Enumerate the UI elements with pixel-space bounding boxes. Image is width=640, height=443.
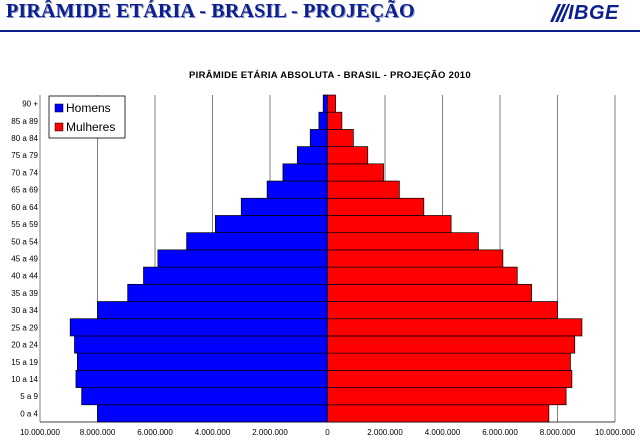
header-divider — [0, 30, 640, 32]
age-group-label: 25 a 29 — [11, 323, 38, 332]
age-group-label: 0 a 4 — [20, 409, 38, 418]
x-tick-label: 8.000.000 — [80, 428, 116, 437]
bar-mulheres — [327, 163, 384, 182]
bar-homens — [309, 129, 328, 147]
bar-mulheres — [327, 335, 576, 354]
bar-homens — [186, 232, 328, 251]
x-tick-label: 6.000.000 — [137, 428, 173, 437]
legend-label: Homens — [66, 101, 111, 115]
age-group-labels: 0 a 4 5 a 9 10 a 14 15 a 19 20 a 24 25 a 29 30… — [11, 100, 38, 419]
bar-homens — [97, 301, 328, 320]
bar-mulheres — [327, 215, 452, 234]
legend-swatch — [54, 103, 64, 113]
bar-mulheres — [327, 266, 518, 285]
age-group-label: 75 a 79 — [11, 151, 38, 160]
age-group-label: 40 a 44 — [11, 272, 38, 281]
bar-mulheres — [327, 180, 400, 199]
age-group-label: 50 a 54 — [11, 237, 38, 246]
bar-mulheres — [327, 146, 369, 165]
bar-mulheres — [327, 352, 571, 371]
bar-mulheres — [327, 111, 343, 130]
ibge-logo: IBGE — [548, 2, 636, 24]
age-group-label: 15 a 19 — [11, 358, 38, 367]
bar-homens — [296, 146, 328, 165]
bar-mulheres — [327, 404, 550, 423]
chart-bars — [69, 94, 583, 423]
bar-homens — [143, 266, 328, 285]
x-tick-label: 2.000.000 — [367, 428, 403, 437]
age-group-label: 80 a 84 — [11, 134, 38, 143]
age-group-label: 20 a 24 — [11, 341, 38, 350]
age-group-label: 45 a 49 — [11, 255, 38, 264]
bar-homens — [266, 180, 328, 199]
bar-mulheres — [327, 370, 573, 388]
chart-title: PIRÂMIDE ETÁRIA ABSOLUTA - BRASIL - PROJ… — [189, 69, 471, 81]
age-group-label: 60 a 64 — [11, 203, 38, 212]
x-tick-label: 10.000.000 — [20, 428, 61, 437]
age-group-label: 85 a 89 — [11, 117, 38, 126]
bar-homens — [74, 335, 328, 354]
bar-homens — [322, 94, 328, 113]
x-tick-label: 4.000.000 — [195, 428, 231, 437]
x-tick-label: 6.000.000 — [482, 428, 518, 437]
chart-legend: Homens Mulheres — [48, 95, 126, 139]
age-group-label: 5 a 9 — [20, 392, 38, 401]
x-tick-label: 10.000.000 — [595, 428, 636, 437]
bar-homens — [75, 370, 328, 388]
bar-homens — [97, 404, 328, 423]
bar-mulheres — [327, 387, 567, 406]
bar-mulheres — [327, 197, 425, 216]
population-axis-labels: 10.000.000 8.000.000 6.000.000 4.000.000 2.0… — [20, 428, 636, 437]
age-group-label: 70 a 74 — [11, 168, 38, 177]
bar-homens — [81, 387, 328, 406]
bar-mulheres — [327, 301, 558, 320]
legend-swatch — [54, 122, 64, 132]
bar-mulheres — [327, 249, 504, 268]
bar-homens — [69, 318, 328, 337]
age-group-label: 35 a 39 — [11, 289, 38, 298]
bar-mulheres — [327, 232, 479, 251]
x-tick-label: 2.000.000 — [252, 428, 288, 437]
legend-label: Mulheres — [66, 120, 115, 134]
bar-homens — [318, 111, 328, 130]
age-group-label: 90 + — [22, 100, 38, 109]
x-tick-label: 8.000.000 — [540, 428, 576, 437]
bar-mulheres — [327, 129, 354, 147]
bar-homens — [240, 197, 328, 216]
bar-mulheres — [327, 318, 583, 337]
age-group-label: 10 a 14 — [11, 375, 38, 384]
bar-homens — [282, 163, 328, 182]
bar-mulheres — [327, 283, 532, 302]
slide-title: PIRÂMIDE ETÁRIA - BRASIL - PROJEÇÃO — [6, 0, 415, 22]
ibge-logo-icon — [550, 4, 570, 22]
x-tick-label: 4.000.000 — [425, 428, 461, 437]
ibge-logo-text: IBGE — [568, 2, 619, 24]
age-group-label: 55 a 59 — [11, 220, 38, 229]
age-group-label: 65 a 69 — [11, 186, 38, 195]
bar-homens — [157, 249, 328, 268]
bar-homens — [77, 352, 328, 371]
bar-homens — [127, 283, 328, 302]
age-group-label: 30 a 34 — [11, 306, 38, 315]
x-tick-label: 0 — [325, 428, 330, 437]
bar-mulheres — [327, 94, 336, 113]
bar-homens — [215, 215, 328, 234]
